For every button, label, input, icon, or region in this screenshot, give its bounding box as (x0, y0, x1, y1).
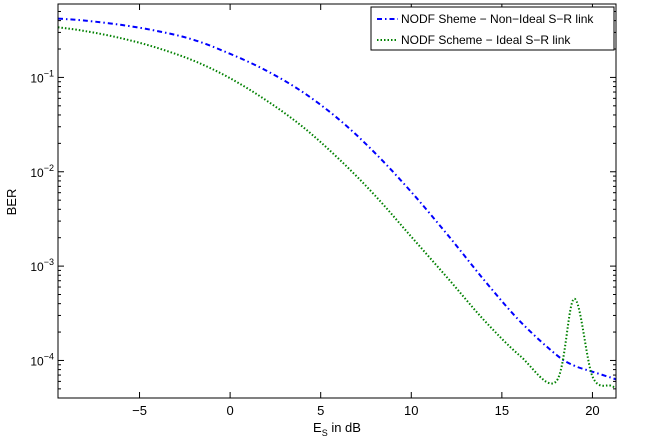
x-axis-label: ES in dB (313, 420, 361, 438)
y-tick-label: 10−2 (30, 163, 54, 180)
legend: NODF Sheme − Non−Ideal S−R link NODF Sch… (370, 6, 615, 51)
x-tick-label: 15 (495, 403, 509, 418)
x-tick-label: −5 (132, 403, 147, 418)
y-tick-label: 10−3 (30, 257, 54, 274)
x-tick-label: 5 (317, 403, 324, 418)
series-line-1 (57, 26, 617, 389)
legend-label-non-ideal: NODF Sheme − Non−Ideal S−R link (401, 12, 594, 26)
data-series-group (57, 17, 617, 389)
x-tick-label: 10 (404, 403, 418, 418)
y-tick-label: 10−4 (30, 351, 54, 368)
plot-area (58, 4, 616, 398)
series-line-0 (57, 17, 617, 381)
y-axis-label: BER (4, 189, 19, 216)
legend-box (370, 6, 615, 51)
plot-frame (57, 3, 617, 399)
x-tick-label: 0 (226, 403, 233, 418)
x-tick-label: 20 (585, 403, 599, 418)
y-tick-label: 10−1 (30, 68, 54, 85)
legend-label-ideal: NODF Scheme − Ideal S−R link (401, 33, 571, 47)
